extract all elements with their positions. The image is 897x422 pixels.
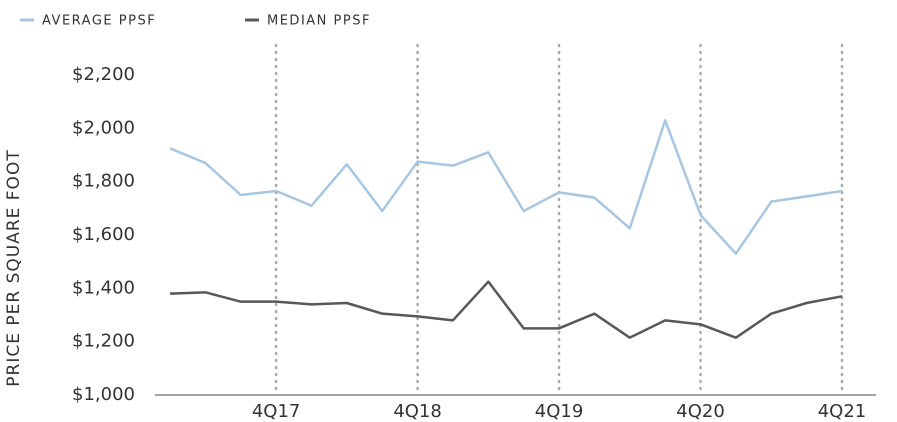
- x-tick-label: 4Q19: [535, 401, 584, 422]
- x-tick-label: 4Q20: [676, 401, 725, 422]
- x-tick-label: 4Q17: [252, 401, 301, 422]
- y-tick-label: $2,000: [72, 117, 135, 138]
- y-tick-label: $2,200: [72, 64, 135, 85]
- x-tick-label: 4Q21: [818, 401, 867, 422]
- y-tick-label: $1,200: [72, 331, 135, 352]
- legend-label: AVERAGE PPSF: [42, 14, 156, 29]
- y-tick-label: $1,600: [72, 224, 135, 245]
- legend-label: MEDIAN PPSF: [267, 14, 371, 29]
- y-tick-label: $1,800: [72, 171, 135, 192]
- series-line: [169, 280, 843, 339]
- y-tick-label: $1,400: [72, 277, 135, 298]
- y-axis-label: PRICE PER SQUARE FOOT: [4, 149, 24, 386]
- y-tick-label: $1,000: [72, 384, 135, 405]
- x-tick-label: 4Q18: [393, 401, 442, 422]
- series-line: [169, 119, 843, 255]
